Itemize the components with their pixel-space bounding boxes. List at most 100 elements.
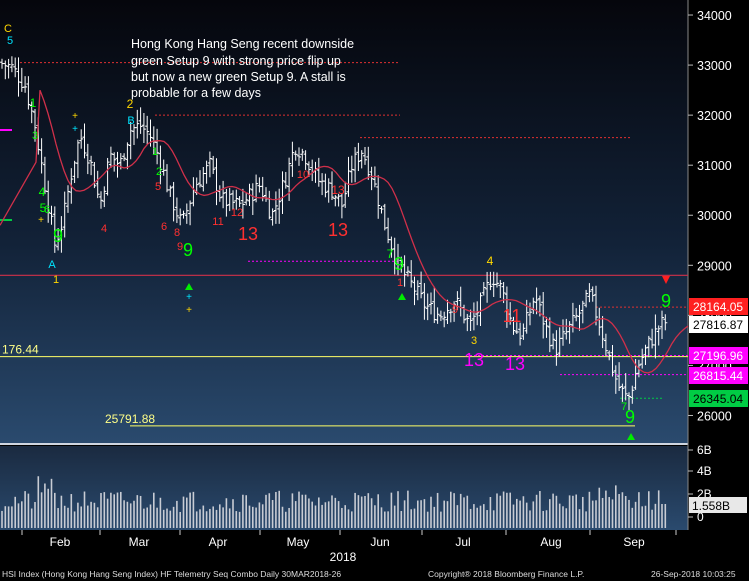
footer-right: 26-Sep-2018 10:03:25: [651, 569, 736, 579]
price-flag: [689, 347, 748, 364]
price-bars: [0, 56, 668, 410]
annotation-line: Hong Kong Hang Seng recent downside: [131, 37, 354, 51]
setup-count-label: 3: [471, 335, 477, 347]
x-month-label: Jul: [455, 535, 470, 549]
x-axis: Feb Mar Apr May Jun Jul Aug Sep 2018: [21, 530, 677, 564]
setup-count-label: 9: [661, 291, 671, 311]
price-panel: [0, 0, 688, 443]
setup-count-label: 1: [397, 277, 403, 289]
volume-tick-label: 0: [697, 510, 704, 524]
up-arrow-icon: [185, 283, 193, 290]
price-flag: [689, 316, 748, 333]
setup-count-label: 4: [487, 254, 494, 268]
setup-count-label: 5: [40, 201, 47, 215]
x-month-label: Mar: [129, 535, 150, 549]
y-tick-label: 32000: [697, 109, 732, 123]
plus-marker: +: [38, 215, 44, 226]
setup-count-label: 11: [503, 306, 522, 326]
setup-count-label: 12: [231, 207, 243, 219]
setup-count-label: 8: [174, 227, 180, 239]
price-flags: 28164.05 27816.87 27196.96 26815.44 26345.04: [689, 298, 748, 407]
setup-count-label: 1: [53, 274, 59, 286]
plus-marker: +: [186, 305, 192, 316]
price-flag-label: 26345.04: [693, 392, 743, 406]
setup-count-label: 4: [101, 223, 107, 235]
setup-count-label: 2: [156, 166, 162, 178]
price-flag-label: 28164.05: [693, 300, 743, 314]
x-month-label: Aug: [540, 535, 561, 549]
up-arrow-icon: [627, 433, 635, 440]
setup-count-label: 5: [155, 181, 161, 193]
y-tick-label: 31000: [697, 159, 732, 173]
setup-count-label: 9: [452, 304, 458, 316]
y-tick-label: 33000: [697, 59, 732, 73]
price-flag-label: 27816.87: [693, 318, 743, 332]
volume-flag: [689, 497, 747, 513]
footer-left: HSI Index (Hong Kong Hang Seng Index) HF…: [2, 569, 341, 579]
setup-count-label: 11: [212, 216, 223, 228]
setup-count-label: 9: [177, 241, 183, 253]
down-arrow-icon: [662, 276, 670, 284]
setup-count-label: 5: [7, 35, 13, 47]
setup-count-label: 13: [238, 224, 258, 244]
x-month-label: Sep: [623, 535, 645, 549]
x-month-label: Jun: [370, 535, 389, 549]
annotation-line: but now a new green Setup 9. A stall is: [131, 70, 346, 84]
volume-tick-label: 4B: [697, 464, 712, 478]
level-lines: 176.44 25791.88: [0, 62, 688, 427]
volume-bars: [1, 476, 667, 528]
setup-count-label: 1: [152, 146, 158, 158]
price-flag: [689, 367, 748, 384]
setup-count-label: 2: [127, 97, 134, 111]
setup-count-label: 4: [39, 185, 46, 199]
y-tick-label: 29000: [697, 259, 732, 273]
footer-center: Copyright® 2018 Bloomberg Finance L.P.: [428, 569, 584, 579]
setup-count-label: 10: [297, 169, 309, 181]
plus-marker: +: [186, 292, 192, 303]
setup-count-label: 13: [505, 354, 525, 374]
annotation-line: probable for a few days: [131, 86, 261, 100]
annotation-line: green Setup 9 with strong price flip up: [131, 54, 341, 68]
price-flag-label: 27196.96: [693, 349, 743, 363]
setup-count-label: 6: [161, 221, 167, 233]
setup-count-label: 3: [32, 130, 38, 142]
setup-count-label: 7: [387, 247, 394, 261]
price-flag: [689, 390, 748, 407]
x-month-label: Feb: [50, 535, 71, 549]
x-month-label: Apr: [209, 535, 228, 549]
plus-marker: +: [72, 124, 78, 135]
setup-count-label: 9: [183, 240, 193, 260]
volume-flag-label: 1.558B: [692, 499, 730, 513]
x-year-label: 2018: [330, 550, 357, 564]
price-flag: [689, 298, 748, 315]
volume-panel: [0, 446, 688, 530]
setup-count-label: 7: [621, 401, 627, 413]
up-arrow-icon: [398, 293, 406, 300]
level-label: 25791.88: [105, 412, 155, 426]
setup-count-label: C: [4, 23, 12, 35]
moving-average-line: [0, 89, 689, 374]
level-label: 176.44: [2, 343, 39, 357]
y-tick-label: 26000: [697, 409, 732, 423]
x-month-label: May: [287, 535, 310, 549]
volume-tick-label: 6B: [697, 443, 712, 457]
setup-count-label: A: [48, 259, 56, 271]
y-tick-label: 34000: [697, 9, 732, 23]
y-tick-label: 30000: [697, 209, 732, 223]
setup-count-label: 1: [30, 96, 37, 110]
plus-marker: +: [72, 111, 78, 122]
setup-count-label: 9: [53, 226, 63, 246]
price-flag-label: 26815.44: [693, 369, 743, 383]
setup-count-label: B: [127, 115, 134, 127]
setup-count-label: 13: [328, 220, 348, 240]
setup-count-label: 6: [44, 204, 50, 216]
setup-count-label: 9: [394, 254, 404, 274]
setup-count-label: 13: [331, 183, 345, 197]
setup-count-label: 13: [464, 350, 484, 370]
signal-arrows: + + + + +: [38, 111, 670, 440]
setup-count-label: 9: [625, 407, 635, 427]
chart-annotation: Hong Kong Hang Seng recent downside gree…: [131, 37, 358, 100]
